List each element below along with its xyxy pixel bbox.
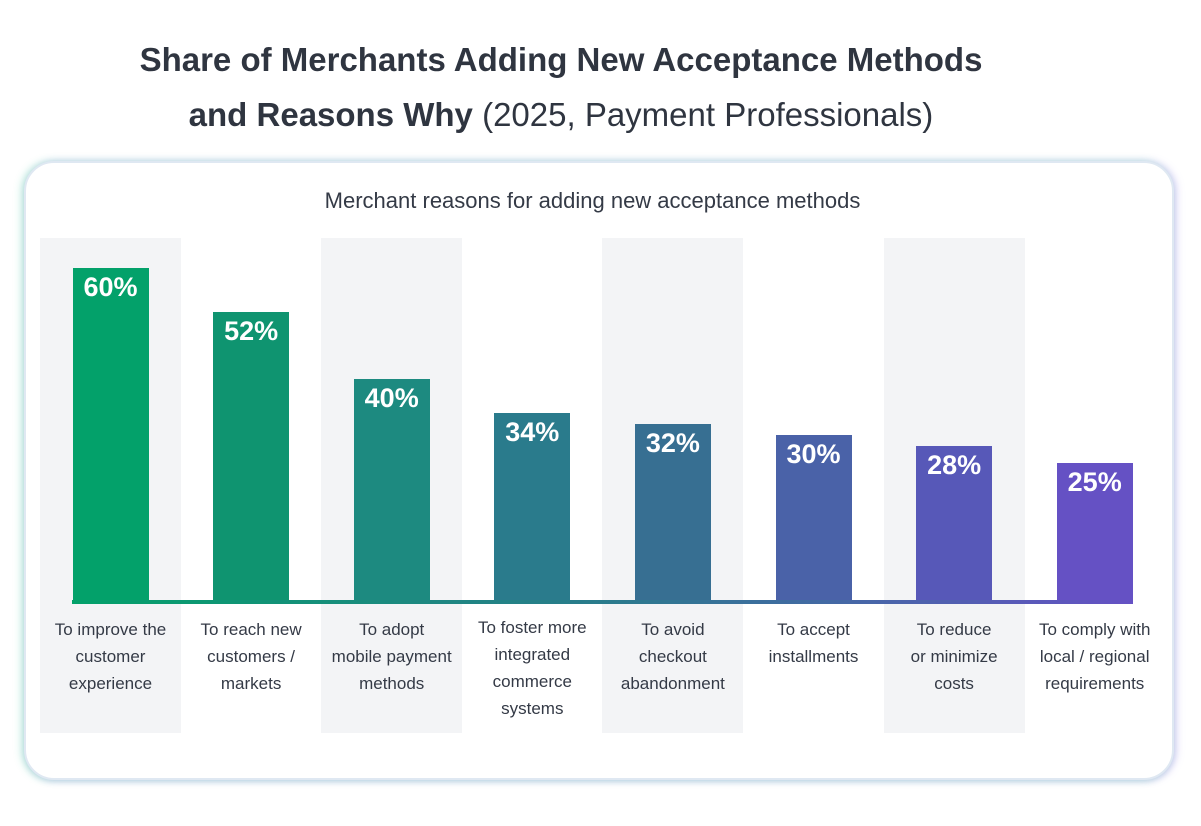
chart-baseline bbox=[72, 600, 1133, 604]
bar-value-label-7: 28% bbox=[927, 450, 982, 481]
bar-value-label-5: 32% bbox=[645, 427, 700, 458]
bar-2 bbox=[213, 312, 290, 602]
bar-value-label-6: 30% bbox=[786, 438, 841, 469]
category-label-4: To foster more integrated commerce syste… bbox=[477, 618, 587, 718]
bar-value-label-4: 34% bbox=[505, 416, 560, 447]
bar-7 bbox=[916, 446, 993, 602]
bar-value-label-2: 52% bbox=[224, 316, 279, 347]
title-line-2: and Reasons Why (2025, Payment Professio… bbox=[0, 87, 1122, 142]
bar-5 bbox=[634, 423, 711, 602]
category-label-6: To accept installments bbox=[768, 620, 859, 666]
bar-8 bbox=[1056, 462, 1133, 602]
bar-4 bbox=[494, 412, 571, 602]
bar-value-label-1: 60% bbox=[83, 271, 138, 302]
bar-value-label-3: 40% bbox=[364, 383, 419, 414]
title-bold-line-1: Share of Merchants Adding New Acceptance… bbox=[139, 41, 983, 78]
page-title: Share of Merchants Adding New Acceptance… bbox=[0, 32, 1122, 142]
category-label-1: To improve the customer experience bbox=[54, 620, 167, 693]
category-label-7: To reduce or minimize costs bbox=[910, 620, 998, 693]
bar-6 bbox=[775, 434, 852, 602]
category-label-8: To comply with local / regional requirem… bbox=[1038, 620, 1151, 693]
bar-1 bbox=[72, 267, 149, 602]
title-bold-line-2: and Reasons Why bbox=[188, 96, 473, 133]
title-line-1: Share of Merchants Adding New Acceptance… bbox=[0, 32, 1122, 87]
category-label-2: To reach new customers / markets bbox=[200, 620, 302, 693]
title-light-part: (2025, Payment Professionals) bbox=[482, 96, 934, 133]
chart-subtitle: Merchant reasons for adding new acceptan… bbox=[324, 188, 861, 213]
bar-3 bbox=[353, 379, 430, 602]
bar-value-label-8: 25% bbox=[1067, 466, 1122, 497]
category-label-5: To avoid checkout abandonment bbox=[620, 620, 725, 693]
category-label-3: To adopt mobile payment methods bbox=[331, 620, 452, 693]
